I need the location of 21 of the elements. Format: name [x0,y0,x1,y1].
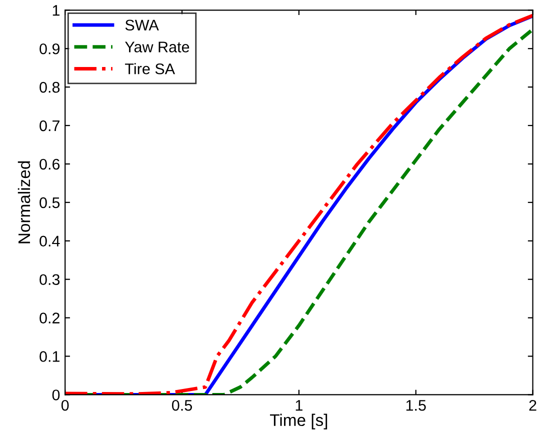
y-tick-label: 0.8 [40,82,60,93]
y-tick-label: 0 [52,390,60,400]
y-tick-label: 0.4 [40,236,60,247]
y-tick-label: 0.6 [40,158,60,170]
y-tick-label: 0.3 [40,274,60,286]
y-tick-label: 0.1 [40,351,60,362]
x-tick-label: 1.5 [406,400,426,411]
x-tick-label: 0.5 [172,400,192,411]
x-axis-title: Time [s] [270,414,328,430]
y-tick-label: 0.9 [40,43,60,54]
x-tick-label: 2 [529,400,536,411]
y-tick-label: 0.7 [40,120,60,132]
x-tick-label: 1 [296,400,302,411]
legend-label: Tire SA [125,63,176,74]
x-tick-label: 0 [61,400,69,411]
legend-label: Yaw Rate [125,42,190,52]
y-tick-label: 1 [52,5,60,16]
y-axis-title: Normalized [18,161,30,244]
y-tick-label: 0.2 [40,312,60,324]
legend-label: SWA [125,20,159,31]
y-tick-label: 0.5 [40,197,60,208]
